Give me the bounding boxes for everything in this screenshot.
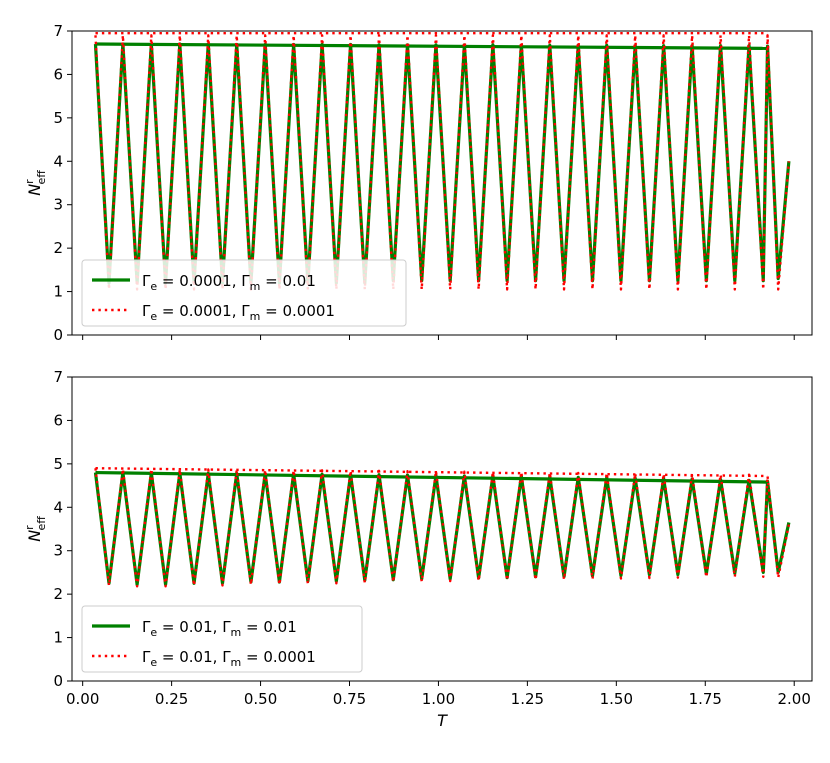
y-tick-label: 1 <box>53 283 63 301</box>
legend-value: = 0.0001 <box>241 648 316 666</box>
x-axis-title: T <box>437 711 448 730</box>
y-tick-label: 5 <box>53 109 63 127</box>
x-tick-label: 1.50 <box>600 690 633 708</box>
plot-area <box>93 31 791 291</box>
y-tick-label: 0 <box>53 672 63 690</box>
legend-value: = 0.01 <box>241 618 297 636</box>
y-axis-title-sub: eff <box>35 516 48 531</box>
legend-gamma: Γ <box>142 272 151 290</box>
y-tick-label: 2 <box>53 585 63 603</box>
series-0-line <box>93 470 791 587</box>
legend-box <box>81 605 363 673</box>
y-tick-label: 4 <box>53 498 63 516</box>
legend-sub: m <box>250 310 261 323</box>
series-0-envelope-line <box>95 42 768 50</box>
legend-gamma: Γ <box>241 272 250 290</box>
legend-label-1: Γe = 0.01, Γm = 0.0001 <box>142 648 316 669</box>
legend-gamma: Γ <box>222 618 231 636</box>
x-tick-label: 0.00 <box>66 690 99 708</box>
x-tick-label: 1.75 <box>689 690 722 708</box>
y-tick-label: 0 <box>53 326 63 344</box>
legend-sub: m <box>250 280 261 293</box>
legend-gamma: Γ <box>142 618 151 636</box>
y-tick-label: 2 <box>53 239 63 257</box>
y-tick-label: 3 <box>53 196 63 214</box>
x-tick-label: 2.00 <box>778 690 811 708</box>
plot-area <box>93 467 791 588</box>
y-axis-title-sup: r <box>23 525 36 530</box>
legend-value: = 0.0001, <box>157 302 241 320</box>
y-axis-title-main: N <box>25 530 44 542</box>
legend-value: = 0.01, <box>157 648 222 666</box>
legend-label-0: Γe = 0.0001, Γm = 0.01 <box>142 272 316 293</box>
y-axis-title-sub: eff <box>35 170 48 185</box>
y-axis-title-main: N <box>25 184 44 196</box>
y-tick-label: 5 <box>53 455 63 473</box>
x-tick-label: 0.75 <box>333 690 366 708</box>
legend-value: = 0.0001 <box>260 302 335 320</box>
y-tick-label: 7 <box>53 22 63 40</box>
axes-frame <box>71 376 813 682</box>
y-tick-label: 3 <box>53 542 63 560</box>
axes-frame <box>71 30 813 336</box>
legend-gamma: Γ <box>142 302 151 320</box>
legend-value: = 0.01, <box>157 618 222 636</box>
y-tick-label: 4 <box>53 152 63 170</box>
legend-sub: e <box>150 656 157 669</box>
y-tick-label: 6 <box>53 411 63 429</box>
legend-label-1: Γe = 0.0001, Γm = 0.0001 <box>142 302 335 323</box>
legend-sub: e <box>150 626 157 639</box>
y-tick-label: 6 <box>53 65 63 83</box>
series-1-line <box>94 34 791 291</box>
legend-box <box>81 259 407 327</box>
legend-sub: e <box>150 310 157 323</box>
x-tick-label: 1.25 <box>511 690 544 708</box>
y-axis-title: Nreff <box>23 516 48 542</box>
y-axis-title: Nreff <box>23 170 48 196</box>
legend-label-0: Γe = 0.01, Γm = 0.01 <box>142 618 297 639</box>
y-tick-label: 1 <box>53 629 63 647</box>
y-axis-title-sup: r <box>23 179 36 184</box>
legend-value: = 0.01 <box>260 272 316 290</box>
legend-gamma: Γ <box>241 302 250 320</box>
legend-sub: m <box>231 656 242 669</box>
legend-sub: e <box>150 280 157 293</box>
bottom-panel: 0 1 2 3 4 5 6 7 0.00 0.25 0.50 0.75 1.00 1.25 1.50 1.75… <box>23 368 813 730</box>
legend-gamma: Γ <box>142 648 151 666</box>
legend-value: = 0.0001, <box>157 272 241 290</box>
legend-sub: m <box>231 626 242 639</box>
series-1-line <box>94 467 791 588</box>
legend-gamma: Γ <box>222 648 231 666</box>
y-tick-label: 7 <box>53 368 63 386</box>
x-tick-label: 0.25 <box>155 690 188 708</box>
x-tick-label: 0.50 <box>244 690 277 708</box>
x-tick-label: 1.00 <box>422 690 455 708</box>
